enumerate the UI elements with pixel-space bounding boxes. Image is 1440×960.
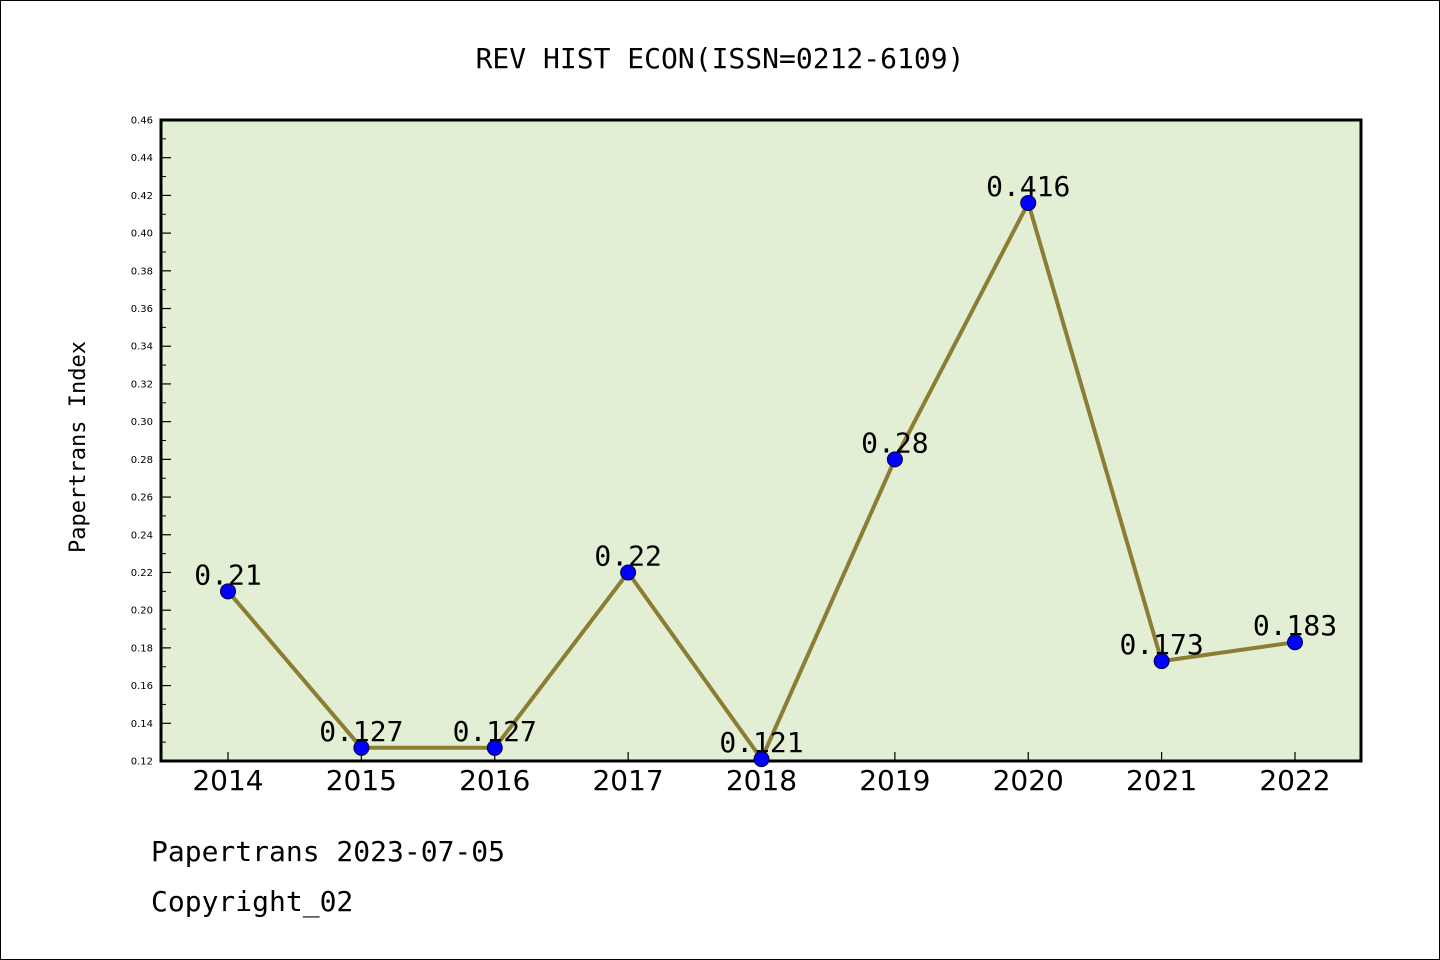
y-tick-label: 0.26: [131, 493, 153, 504]
y-tick-label: 0.34: [131, 342, 153, 353]
data-labels: 0.21 0.127 0.127 0.22 0.121 0.28 0.416 0.173 0.1…: [194, 170, 1337, 759]
y-tick-label: 0.30: [131, 417, 153, 428]
data-point: [886, 451, 903, 468]
y-tick-label: 0.46: [131, 116, 153, 127]
y-tick-label: 0.14: [131, 719, 153, 730]
data-label: 0.22: [594, 539, 661, 572]
x-tick-label: 2021: [1126, 764, 1197, 797]
y-axis-label: Papertrans Index: [66, 341, 91, 553]
y-axis-ticks: 0.12 0.14 0.16 0.18 0.20 0.22 0.24 0.26 0.28 0.30…: [131, 116, 171, 768]
data-point: [1020, 194, 1037, 211]
footer-date: Papertrans 2023-07-05: [151, 835, 506, 868]
plot-area: [159, 118, 1363, 763]
x-axis-ticks: 2014 2015 2016 2017 2018 2019 2020 2021 2022: [192, 752, 1331, 797]
data-label: 0.127: [319, 715, 403, 748]
x-tick-label: 2022: [1259, 764, 1330, 797]
x-tick-label: 2014: [192, 764, 263, 797]
y-tick-label: 0.16: [131, 681, 153, 692]
y-tick-label: 0.12: [131, 757, 153, 768]
data-markers: [220, 194, 1303, 768]
y-tick-label: 0.32: [131, 379, 153, 390]
data-label: 0.121: [719, 726, 803, 759]
y-tick-label: 0.22: [131, 568, 153, 579]
x-tick-label: 2020: [993, 764, 1064, 797]
data-point: [220, 583, 236, 600]
data-point: [486, 739, 503, 756]
y-tick-label: 0.24: [131, 530, 153, 541]
data-label: 0.183: [1253, 609, 1337, 642]
data-label: 0.173: [1119, 628, 1203, 661]
data-point: [1153, 653, 1170, 670]
y-tick-label: 0.42: [131, 191, 153, 202]
data-label: 0.21: [194, 558, 261, 591]
y-tick-label: 0.38: [131, 266, 153, 277]
data-point: [753, 751, 770, 768]
data-point: [353, 739, 370, 756]
y-tick-label: 0.36: [131, 304, 153, 315]
chart-title: REV HIST ECON(ISSN=0212-6109): [476, 42, 965, 75]
y-tick-label: 0.28: [131, 455, 153, 466]
footer-copyright: Copyright_02: [151, 885, 354, 918]
x-tick-label: 2018: [726, 764, 797, 797]
x-tick-label: 2017: [592, 764, 663, 797]
y-tick-label: 0.20: [131, 606, 153, 617]
x-tick-label: 2019: [859, 764, 930, 797]
data-point: [620, 564, 637, 581]
y-tick-label: 0.40: [131, 229, 153, 240]
data-label: 0.416: [986, 170, 1070, 203]
y-tick-label: 0.18: [131, 643, 153, 654]
y-tick-label: 0.44: [131, 153, 153, 164]
data-point: [1287, 634, 1303, 651]
data-label: 0.28: [861, 426, 928, 459]
x-tick-label: 2016: [459, 764, 530, 797]
data-label: 0.127: [453, 715, 537, 748]
x-tick-label: 2015: [326, 764, 397, 797]
